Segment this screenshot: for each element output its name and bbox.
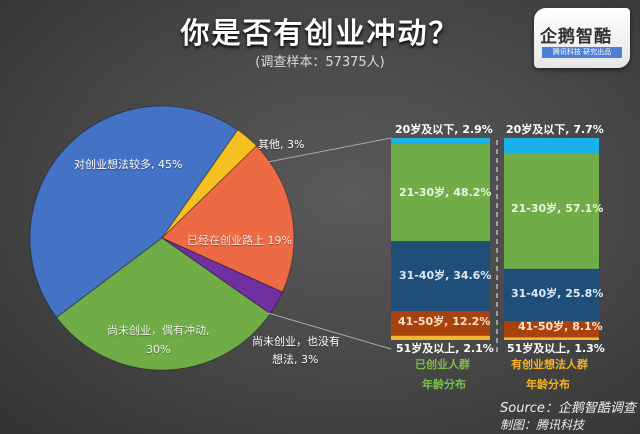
seg-31-40	[504, 268, 599, 322]
seg-over51	[504, 337, 599, 340]
seg-under20	[391, 138, 490, 144]
pie-slice-other	[161, 129, 258, 239]
bar2-caption-line2: 年龄分布	[526, 378, 570, 391]
pie-label-no-ideas-line2: 想法, 3%	[272, 353, 319, 366]
bar2-label-31-40: 31-40岁, 25.8%	[511, 287, 604, 300]
source-note: Source：企鹅智酷调查	[500, 401, 636, 416]
seg-over51	[391, 335, 490, 340]
bar1-label-under20: 20岁及以下, 2.9%	[395, 123, 493, 136]
seg-41-50	[504, 321, 599, 338]
pie-label-no-ideas-line1: 尚未创业，也没有	[252, 335, 340, 348]
bar2-label-21-30: 21-30岁, 57.1%	[511, 202, 604, 215]
pie-label-occasional-impulse-line2: 30%	[146, 343, 171, 356]
connector-line	[267, 312, 392, 350]
seg-under20	[504, 138, 599, 154]
bar2-caption-line1: 有创业想法人群	[511, 358, 588, 371]
logo: 企鹅智酷 腾讯科技 研究出品	[534, 8, 630, 68]
logo-tagline: 腾讯科技 研究出品	[542, 47, 622, 58]
bar2-label-under20: 20岁及以下, 7.7%	[506, 123, 604, 136]
stacked-bar-aspiring	[504, 138, 599, 340]
pie-slice-occasional-impulse	[55, 237, 271, 371]
logo-name: 企鹅智酷	[540, 27, 612, 47]
bar1-caption-line1: 已创业人群	[415, 358, 470, 371]
bar1-label-over51: 51岁及以上, 2.1%	[396, 342, 494, 355]
connector-line	[267, 137, 392, 163]
pie-chart	[29, 105, 295, 371]
seg-31-40	[391, 241, 490, 312]
connector-lines	[267, 137, 392, 350]
bar1-caption-line2: 年龄分布	[422, 378, 466, 391]
made-by-note: 制图：腾讯科技	[500, 418, 585, 432]
seg-21-30	[391, 143, 490, 242]
bar1-label-21-30: 21-30岁, 48.2%	[399, 186, 492, 199]
chart-title: 你是否有创业冲动？	[180, 16, 460, 50]
bar1-label-41-50: 41-50岁, 12.2%	[398, 315, 491, 328]
pie-slice-many-ideas	[29, 105, 239, 319]
pie-label-other: 其他, 3%	[258, 138, 305, 151]
pie-label-already-started: 已经在创业路上 19%	[187, 234, 292, 247]
seg-21-30	[504, 153, 599, 269]
stacked-bar-founders	[391, 138, 490, 340]
bar1-label-31-40: 31-40岁, 34.6%	[399, 269, 492, 282]
bar2-label-41-50: 41-50岁, 8.1%	[518, 320, 603, 333]
pie-slice-already-started	[161, 145, 295, 293]
chart-subtitle: (调查样本：57375人)	[255, 55, 385, 70]
bar2-label-over51: 51岁及以上, 1.3%	[507, 342, 605, 355]
seg-41-50	[391, 311, 490, 336]
pie-label-occasional-impulse-line1: 尚未创业，偶有冲动,	[107, 324, 210, 337]
pie-label-many-ideas: 对创业想法较多, 45%	[74, 158, 183, 171]
